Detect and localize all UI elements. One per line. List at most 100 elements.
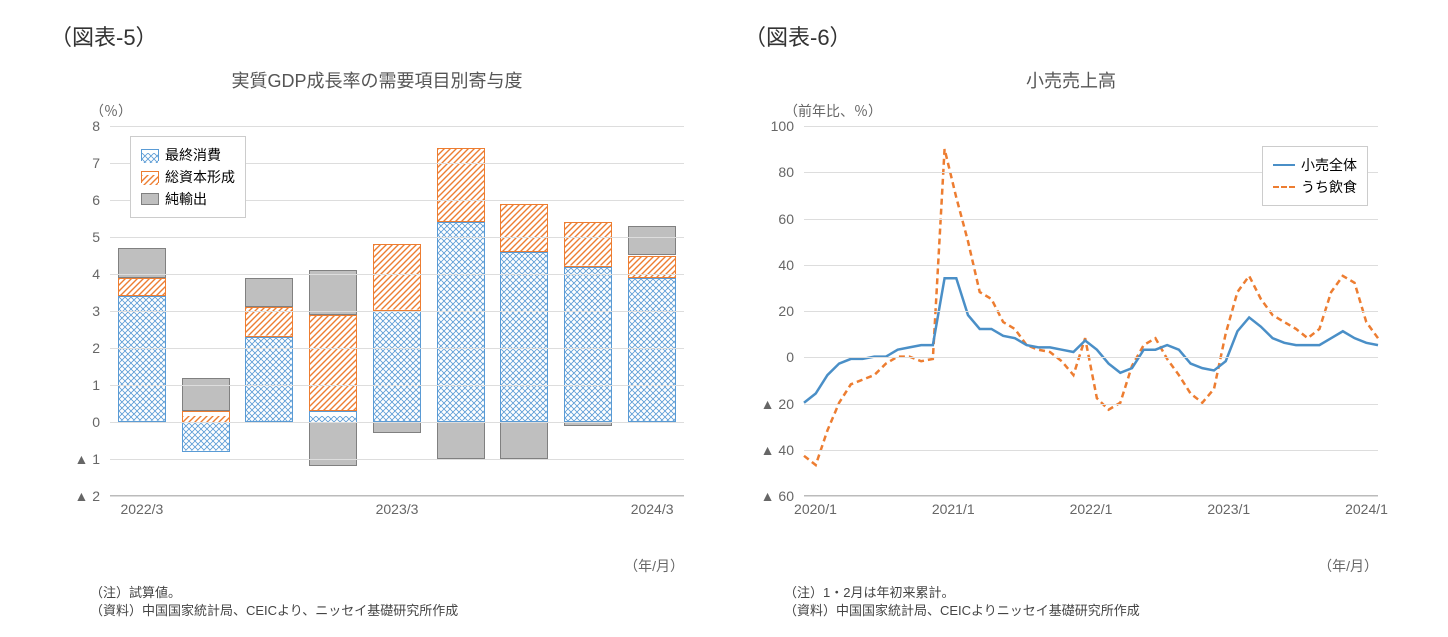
xtick-label: 2024/3: [631, 501, 674, 517]
swatch-consumption: [141, 149, 159, 161]
ytick-label: 4: [60, 266, 100, 282]
chart6-x-label: （年/月）: [744, 556, 1378, 576]
gridline: [804, 404, 1378, 405]
legend-label-consumption: 最終消費: [165, 145, 221, 165]
gridline: [110, 496, 684, 497]
chart6-y-unit: （前年比、％）: [784, 101, 1398, 121]
chart6-plot-area: 小売全体 うち飲食 ▲ 60▲ 40▲ 20020406080100: [804, 126, 1378, 496]
gridline: [804, 219, 1378, 220]
ytick-label: 1: [60, 377, 100, 393]
bar-seg-netexport: [182, 378, 230, 411]
chart5-panel: （図表-5） 実質GDP成長率の需要項目別寄与度 （％） 最終消費 総資本形成 …: [30, 20, 724, 617]
chart5-y-unit: （％）: [90, 101, 704, 121]
legend-item-retail: 小売全体: [1273, 155, 1357, 175]
bar-seg-capital: [500, 204, 548, 252]
legend-item-capital: 総資本形成: [141, 167, 235, 187]
chart6-notes: （注）1・2月は年初来累計。 （資料）中国国家統計局、CEICよりニッセイ基礎研…: [784, 584, 1398, 620]
xtick-label: 2022/3: [120, 501, 163, 517]
bar-seg-consumption: [245, 337, 293, 422]
chart5-x-label: （年/月）: [50, 556, 684, 576]
gridline: [804, 126, 1378, 127]
xtick-label: 2022/1: [1070, 501, 1113, 517]
gridline: [110, 126, 684, 127]
chart6-note-2: （資料）中国国家統計局、CEICよりニッセイ基礎研究所作成: [784, 602, 1398, 620]
legend-item-food: うち飲食: [1273, 177, 1357, 197]
gridline: [804, 265, 1378, 266]
bar-seg-neg: [437, 422, 485, 459]
ytick-label: ▲ 20: [754, 396, 794, 412]
xtick-label: 2023/1: [1207, 501, 1250, 517]
bar-seg-consumption: [437, 222, 485, 422]
bar-seg-consumption: [564, 267, 612, 422]
bar-seg-capital: [373, 244, 421, 311]
chart6-title: 小売売上高: [744, 67, 1398, 93]
bar-seg-consumption: [373, 311, 421, 422]
chart5-title: 実質GDP成長率の需要項目別寄与度: [50, 67, 704, 93]
legend-label-food: うち飲食: [1301, 177, 1357, 197]
ytick-label: 3: [60, 303, 100, 319]
bar-seg-consumption: [309, 411, 357, 422]
gridline: [804, 450, 1378, 451]
gridline: [110, 274, 684, 275]
bar-seg-capital: [564, 222, 612, 266]
chart6-legend: 小売全体 うち飲食: [1262, 146, 1368, 206]
xtick-label: 2021/1: [932, 501, 975, 517]
xtick-label: 2023/3: [376, 501, 419, 517]
chart6-note-1: （注）1・2月は年初来累計。: [784, 584, 1398, 602]
ytick-label: 80: [754, 164, 794, 180]
gridline: [110, 311, 684, 312]
ytick-label: 60: [754, 211, 794, 227]
swatch-netexport: [141, 193, 159, 205]
chart6-fig-label: （図表-6）: [744, 20, 1398, 52]
bar-seg-neg: [182, 422, 230, 452]
chart5-legend: 最終消費 総資本形成 純輸出: [130, 136, 246, 218]
legend-label-retail: 小売全体: [1301, 155, 1357, 175]
ytick-label: 40: [754, 257, 794, 273]
ytick-label: 100: [754, 118, 794, 134]
ytick-label: 20: [754, 303, 794, 319]
ytick-label: 5: [60, 229, 100, 245]
chart6-xaxis: 2020/12021/12022/12023/12024/1: [804, 501, 1378, 521]
chart5-plot-area: 最終消費 総資本形成 純輸出 ▲ 2▲ 1012345678: [110, 126, 684, 496]
gridline: [110, 237, 684, 238]
ytick-label: 0: [754, 349, 794, 365]
ytick-label: ▲ 1: [60, 451, 100, 467]
bar-seg-netexport: [245, 278, 293, 308]
gridline: [110, 422, 684, 423]
chart6-container: 小売売上高 （前年比、％） 小売全体 うち飲食 ▲ 60▲ 40▲ 200204…: [744, 67, 1398, 620]
line-series: [804, 278, 1378, 403]
ytick-label: 7: [60, 155, 100, 171]
legend-item-netexport: 純輸出: [141, 189, 235, 209]
bar-seg-netexport: [628, 226, 676, 256]
ytick-label: 0: [60, 414, 100, 430]
bar-seg-capital: [437, 148, 485, 222]
swatch-capital: [141, 171, 159, 183]
chart5-notes: （注）試算値。 （資料）中国国家統計局、CEICより、ニッセイ基礎研究所作成: [90, 584, 704, 620]
ytick-label: 8: [60, 118, 100, 134]
bar-seg-neg: [373, 422, 421, 433]
ytick-label: ▲ 40: [754, 442, 794, 458]
xtick-label: 2024/1: [1345, 501, 1388, 517]
chart5-fig-label: （図表-5）: [50, 20, 704, 52]
legend-label-netexport: 純輸出: [165, 189, 207, 209]
ytick-label: ▲ 2: [60, 488, 100, 504]
legend-label-capital: 総資本形成: [165, 167, 235, 187]
chart5-note-2: （資料）中国国家統計局、CEICより、ニッセイ基礎研究所作成: [90, 602, 704, 620]
gridline: [110, 348, 684, 349]
bar-seg-capital: [309, 315, 357, 411]
chart6-panel: （図表-6） 小売売上高 （前年比、％） 小売全体 うち飲食 ▲ 60▲ 40▲…: [724, 20, 1418, 617]
gridline: [804, 357, 1378, 358]
bar-seg-capital: [118, 278, 166, 297]
legend-item-consumption: 最終消費: [141, 145, 235, 165]
bar-seg-consumption: [628, 278, 676, 422]
gridline: [110, 385, 684, 386]
bar-seg-consumption: [500, 252, 548, 422]
ytick-label: 6: [60, 192, 100, 208]
gridline: [804, 496, 1378, 497]
bar-seg-neg: [500, 422, 548, 459]
chart5-xaxis: 2022/3 2023/3 2024/3: [110, 501, 684, 521]
gridline: [804, 311, 1378, 312]
bar-seg-netexport: [309, 270, 357, 314]
bar-seg-consumption: [118, 296, 166, 422]
ytick-label: ▲ 60: [754, 488, 794, 504]
